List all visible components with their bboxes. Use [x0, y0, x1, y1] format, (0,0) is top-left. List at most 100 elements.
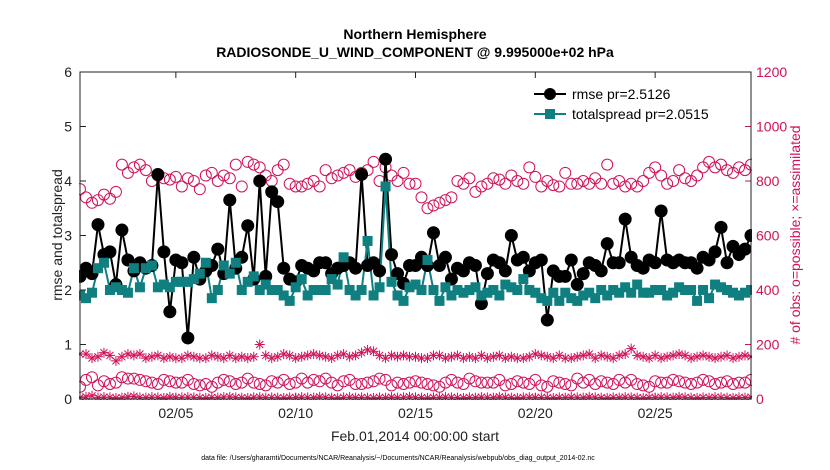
obs-possible-point: [475, 376, 488, 389]
totalspread-point: [302, 290, 313, 301]
obs-assimilated-point: [464, 351, 475, 362]
totalspread-point: [620, 282, 631, 293]
obs-possible-point: [349, 378, 362, 391]
obs-possible-point: [181, 373, 194, 386]
rmse-point: [480, 267, 494, 281]
obs-assimilated-point: [308, 349, 319, 360]
obs-possible-point: [331, 379, 344, 392]
obs-possible-point: [559, 166, 572, 179]
obs-possible-point: [439, 194, 452, 207]
obs-assimilated-point: [212, 392, 223, 400]
totalspread-point: [716, 282, 727, 293]
obs-possible-point: [271, 376, 284, 389]
totalspread-point: [308, 285, 319, 295]
obs-possible-point: [565, 177, 578, 190]
rmse-point: [504, 229, 518, 242]
totalspread-point: [584, 287, 595, 298]
obs-possible-point: [415, 376, 428, 389]
obs-possible-point: [565, 379, 578, 392]
obs-assimilated-point: [506, 351, 517, 362]
obs-possible-point: [199, 169, 212, 182]
rmse-point: [121, 253, 135, 267]
totalspread-point: [122, 287, 133, 298]
totalspread-point: [320, 285, 331, 295]
totalspread-point: [440, 282, 451, 293]
obs-assimilated-point: [596, 350, 607, 361]
totalspread-point: [710, 279, 721, 290]
obs-possible-point: [547, 375, 560, 388]
obs-possible-point: [373, 372, 386, 385]
y2-tick-label: 200: [756, 337, 780, 353]
obs-possible-point: [241, 372, 254, 385]
totalspread-point: [152, 282, 163, 293]
obs-assimilated-point: [566, 353, 577, 364]
obs-assimilated-point: [320, 392, 331, 400]
obs-assimilated-point: [206, 350, 217, 361]
chart-title: Northern Hemisphere: [343, 26, 486, 42]
obs-possible-point: [733, 376, 746, 389]
obs-assimilated-point: [458, 353, 469, 364]
obs-possible-point: [619, 376, 632, 389]
x-tick-label: 02/10: [278, 405, 313, 421]
obs-possible-point: [619, 180, 632, 193]
obs-assimilated-point: [458, 392, 469, 400]
obs-possible-point: [499, 177, 512, 190]
obs-assimilated-point: [638, 392, 649, 400]
totalspread-point: [200, 257, 211, 268]
obs-assimilated-point: [734, 351, 745, 362]
obs-possible-point: [211, 376, 224, 389]
plot-frame: [79, 71, 752, 400]
obs-assimilated-point: [266, 353, 277, 364]
obs-possible-point: [193, 379, 206, 392]
obs-possible-point: [277, 373, 290, 386]
rmse-point: [564, 253, 578, 267]
obs-assimilated-point: [380, 392, 391, 400]
totalspread-point: [134, 282, 145, 293]
totalspread-point: [554, 295, 565, 306]
obs-assimilated-point: [518, 353, 529, 364]
y2-tick-label: 0: [756, 391, 764, 407]
obs-assimilated-point: [530, 349, 541, 360]
totalspread-point: [614, 287, 625, 298]
obs-assimilated-point: [626, 343, 637, 354]
obs-assimilated-point: [314, 391, 325, 400]
totalspread-point: [218, 260, 229, 271]
rmse-point: [223, 193, 237, 207]
totalspread-point: [290, 282, 301, 293]
obs-assimilated-point: [320, 351, 331, 362]
obs-assimilated-point: [314, 350, 325, 361]
rmse-point: [115, 223, 129, 237]
obs-assimilated-point: [704, 392, 715, 400]
totalspread-point: [254, 285, 265, 295]
obs-assimilated-point: [140, 392, 151, 400]
obs-possible-point: [601, 376, 614, 389]
totalspread-point: [596, 285, 607, 295]
totalspread-point: [506, 282, 517, 293]
obs-possible-point: [235, 376, 248, 389]
obs-assimilated-point: [536, 350, 547, 361]
totalspread-point: [374, 282, 385, 293]
legend-label: totalspread pr=2.0515: [572, 106, 709, 122]
totalspread-point: [86, 287, 97, 298]
rmse-point: [211, 242, 225, 256]
totalspread-point: [350, 290, 361, 301]
totalspread-point: [734, 290, 745, 301]
totalspread-point: [728, 287, 739, 298]
obs-possible-point: [187, 378, 200, 391]
obs-possible-point: [385, 379, 398, 392]
totalspread-point: [740, 287, 751, 298]
obs-assimilated-point: [728, 392, 739, 400]
obs-assimilated-point: [134, 349, 145, 360]
obs-assimilated-point: [284, 392, 295, 400]
totalspread-point: [260, 279, 271, 290]
totalspread-point: [494, 290, 505, 301]
totalspread-point: [206, 293, 217, 304]
obs-possible-point: [91, 379, 104, 392]
obs-possible-point: [505, 378, 518, 391]
totalspread-point: [278, 290, 289, 301]
totalspread-point: [422, 255, 433, 266]
obs-possible-point: [367, 155, 380, 168]
obs-possible-point: [313, 180, 326, 193]
x-tick-label: 02/05: [158, 405, 193, 421]
